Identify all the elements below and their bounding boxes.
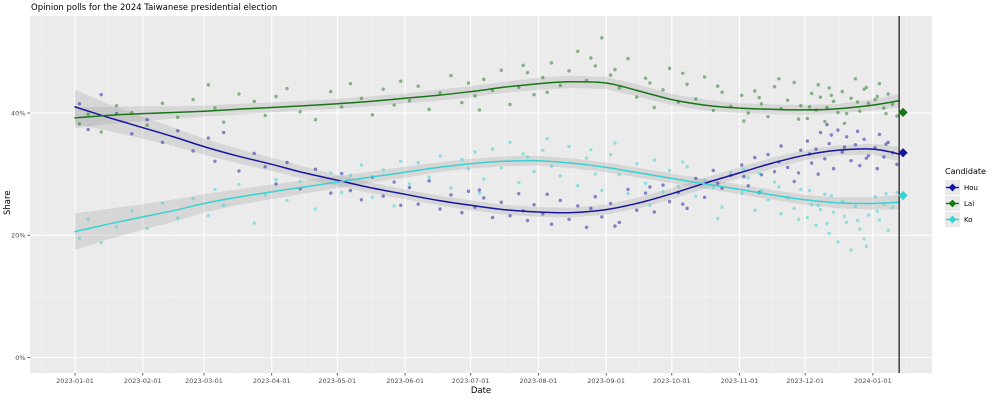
- hou-diamond-icon: [946, 183, 959, 192]
- x-tick-label: 2023-02-01: [124, 377, 162, 385]
- axis-ticks: 2023-01-01 2023-02-01 2023-03-01 2023-04-01…: [11, 109, 892, 385]
- y-tick-label: 40%: [11, 109, 25, 117]
- trend-line-lai: [74, 80, 900, 119]
- legend-key-hou: [945, 180, 960, 195]
- x-tick-label: 2023-12-01: [786, 377, 824, 385]
- x-tick-label: 2023-06-01: [386, 377, 424, 385]
- y-tick-label: 0%: [15, 354, 25, 362]
- x-tick-label: 2024-01-01: [854, 377, 892, 385]
- ci-ribbon-ko: [75, 155, 900, 250]
- y-axis-title: Share: [3, 190, 13, 215]
- legend-item-hou: Hou: [945, 180, 986, 195]
- trend-line-hou: [74, 106, 900, 214]
- y-tick-label: 20%: [11, 232, 25, 240]
- x-axis-title: Date: [470, 386, 492, 396]
- result-diamond-hou: [898, 148, 908, 158]
- x-tick-label: 2023-08-01: [520, 377, 558, 385]
- x-tick-label: 2023-01-01: [56, 377, 94, 385]
- legend-label-ko: Ko: [964, 215, 973, 224]
- x-tick-label: 2023-07-01: [452, 377, 490, 385]
- legend-item-ko: Ko: [945, 212, 986, 227]
- legend-title: Candidate: [945, 167, 986, 176]
- chart-title: Opinion polls for the 2024 Taiwanese pre…: [31, 3, 278, 13]
- x-tick-label: 2023-04-01: [253, 377, 291, 385]
- lai-diamond-icon: [946, 199, 959, 208]
- x-tick-label: 2023-10-01: [653, 377, 691, 385]
- legend-items: Hou Lai Ko: [945, 180, 986, 227]
- legend-label-lai: Lai: [964, 199, 975, 208]
- x-tick-label: 2023-05-01: [318, 377, 356, 385]
- ci-ribbon-lai: [75, 75, 900, 129]
- points-ko: [77, 136, 899, 252]
- legend-key-lai: [945, 196, 960, 211]
- x-tick-label: 2023-03-01: [185, 377, 223, 385]
- ko-diamond-icon: [946, 215, 959, 224]
- result-diamond-ko: [898, 190, 908, 201]
- gridlines-major: [30, 16, 932, 373]
- points-hou: [77, 92, 899, 230]
- legend-item-lai: Lai: [945, 196, 986, 211]
- x-tick-label: 2023-11-01: [721, 377, 759, 385]
- ci-ribbon-hou: [75, 89, 900, 218]
- legend: Candidate Hou Lai Ko: [945, 167, 986, 228]
- panel-background: [30, 16, 932, 373]
- points-lai: [77, 36, 899, 134]
- x-tick-label: 2023-09-01: [587, 377, 625, 385]
- legend-label-hou: Hou: [964, 183, 978, 192]
- legend-key-ko: [945, 212, 960, 227]
- trend-line-ko: [74, 159, 900, 233]
- result-diamond-lai: [898, 107, 908, 117]
